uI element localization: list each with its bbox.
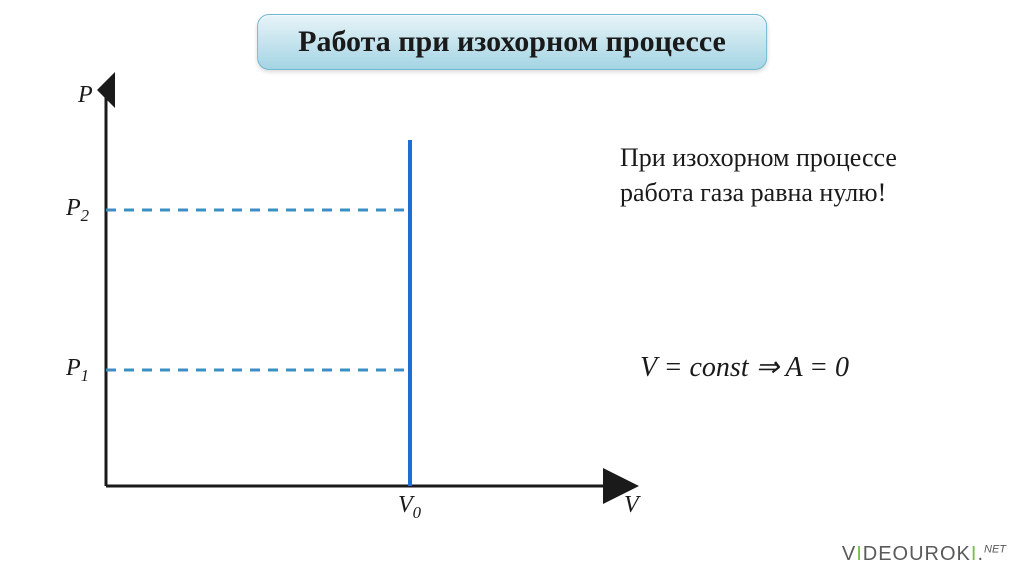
p1-label: P1 xyxy=(66,355,89,386)
x-axis-label: V xyxy=(624,492,639,519)
watermark-logo: VIDEOUROKI.NET xyxy=(842,543,1006,566)
slide-title: Работа при изохорном процессе xyxy=(257,14,767,70)
chart-svg xyxy=(70,80,650,520)
formula: V = const ⇒ A = 0 xyxy=(640,350,849,384)
explanation-text: При изохорном процессе работа газа равна… xyxy=(620,140,980,210)
y-axis-label: P xyxy=(78,82,93,109)
pv-chart: P V P2 P1 V0 xyxy=(70,80,650,520)
v0-label: V0 xyxy=(398,492,421,523)
p2-label: P2 xyxy=(66,195,89,226)
